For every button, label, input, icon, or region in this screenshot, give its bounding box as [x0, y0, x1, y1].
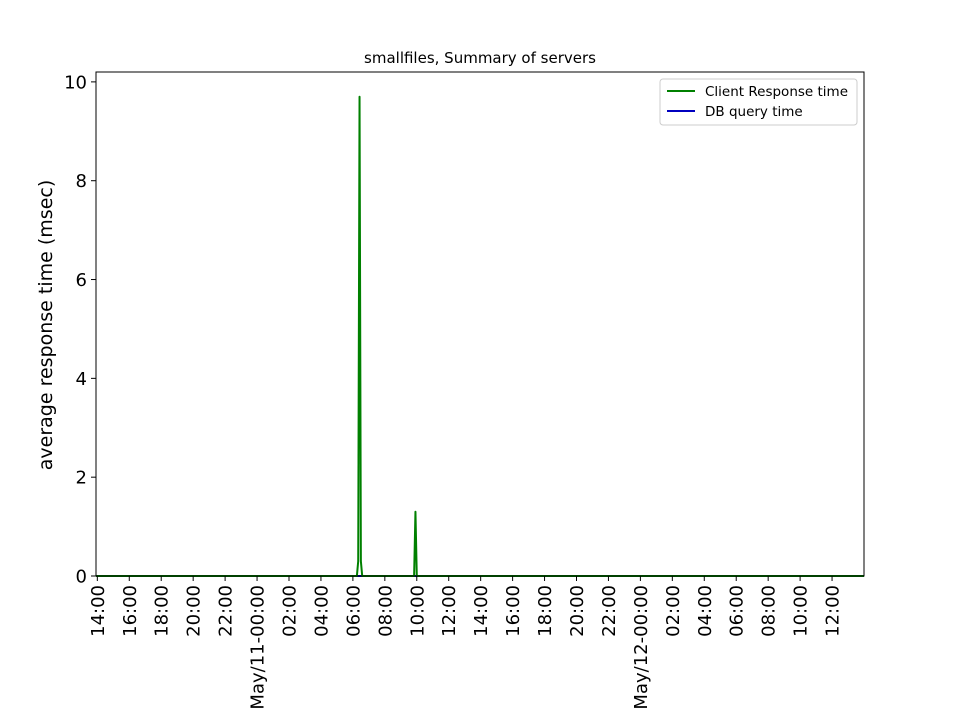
- x-tick-label: 04:00: [311, 585, 332, 637]
- x-tick-label: 20:00: [184, 585, 205, 637]
- x-tick-label: 16:00: [503, 585, 524, 637]
- y-axis-label: average response time (msec): [35, 180, 57, 471]
- legend-label-client: Client Response time: [705, 84, 848, 100]
- x-tick-label: 18:00: [152, 585, 173, 637]
- legend-label-db: DB query time: [705, 104, 803, 120]
- y-tick-label: 0: [76, 567, 87, 588]
- legend: Client Response time DB query time: [659, 78, 858, 126]
- plot-lines: [96, 95, 864, 577]
- x-tick-label: 02:00: [663, 585, 684, 637]
- legend-box: [659, 78, 858, 126]
- y-tick-label: 10: [64, 72, 87, 93]
- chart-title: smallfiles, Summary of servers: [364, 49, 596, 67]
- x-tick-label: 16:00: [120, 585, 141, 637]
- plot-frame: [95, 71, 865, 577]
- x-tick-label: 02:00: [280, 585, 301, 637]
- x-tick-label: 12:00: [439, 585, 460, 637]
- x-tick-label: 14:00: [88, 585, 109, 637]
- x-tick-label: 06:00: [727, 585, 748, 637]
- x-tick-label: 06:00: [343, 585, 364, 637]
- x-tick-label: 20:00: [567, 585, 588, 637]
- series-line-client-response-time: [96, 95, 864, 577]
- x-tick-label: 10:00: [791, 585, 812, 637]
- x-tick-label: 14:00: [471, 585, 492, 637]
- x-tick-label: 08:00: [375, 585, 396, 637]
- x-tick-label: 10:00: [407, 585, 428, 637]
- x-tick-label: May/12-00:00: [631, 585, 652, 710]
- y-tick-label: 8: [76, 171, 87, 192]
- y-tick-label: 2: [76, 468, 87, 489]
- x-axis: 14:00 16:00 18:00 20:00 22:00 May/11-00:00 02:…: [88, 576, 844, 710]
- x-tick-label: May/11-00:00: [248, 585, 269, 710]
- x-tick-label: 12:00: [823, 585, 844, 637]
- y-tick-label: 6: [76, 270, 87, 291]
- x-tick-label: 08:00: [759, 585, 780, 637]
- y-tick-label: 4: [76, 369, 87, 390]
- x-tick-label: 22:00: [216, 585, 237, 637]
- x-tick-label: 18:00: [535, 585, 556, 637]
- x-tick-label: 04:00: [695, 585, 716, 637]
- x-tick-label: 22:00: [599, 585, 620, 637]
- y-axis: 0 2 4 6 8 10: [64, 72, 96, 588]
